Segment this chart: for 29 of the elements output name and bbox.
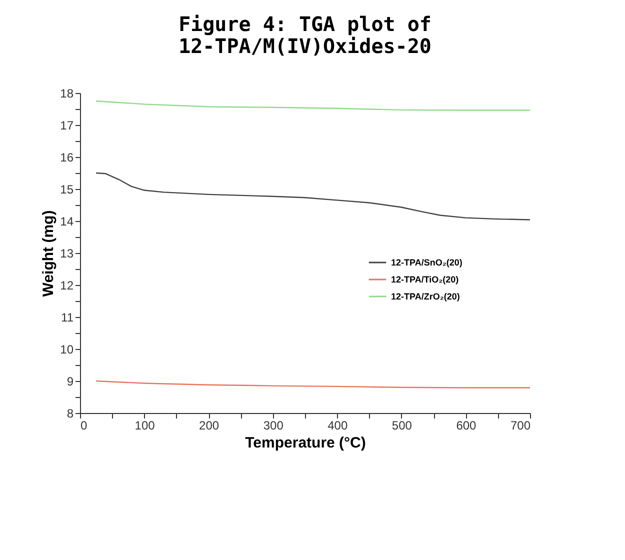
- y-tick-label: 17: [60, 118, 74, 132]
- x-axis-title: Temperature (°C): [245, 434, 366, 452]
- y-tick-label: 8: [66, 406, 74, 420]
- text: Figure 4: TGA plot of: [178, 12, 432, 36]
- x-tick-label: 100: [134, 418, 156, 432]
- y-tick-label: 14: [60, 214, 74, 228]
- y-tick-label: 11: [61, 310, 74, 324]
- x-tick-label: 300: [263, 418, 284, 432]
- line-series: [95, 172, 531, 220]
- legend-label: 12-TPA/SnO₂(20): [391, 258, 462, 268]
- y-tick-label: 9: [66, 374, 74, 388]
- x-tick-label: 400: [328, 418, 348, 432]
- text: 12-TPA/M(IV)Oxides-20: [178, 34, 432, 58]
- legend-label: 12-TPA/ZrO₂(20): [391, 292, 460, 302]
- legend-label: 12-TPA/TiO₂(20): [391, 274, 459, 284]
- y-axis-title: Weight (mg): [40, 210, 58, 297]
- x-tick-label: 0: [80, 418, 88, 432]
- line-series: [95, 380, 531, 388]
- y-tick-label: 15: [60, 182, 74, 196]
- y-tick-label: 10: [60, 342, 74, 356]
- x-tick-label: 700: [510, 418, 531, 432]
- y-tick-label: 12: [60, 278, 74, 292]
- x-tick-label: 500: [392, 418, 412, 432]
- y-tick-label: 16: [60, 150, 74, 164]
- x-tick-label: 600: [456, 418, 477, 432]
- y-tick-label: 18: [60, 86, 74, 100]
- y-tick-label: 13: [60, 246, 74, 260]
- x-tick-label: 200: [199, 418, 220, 432]
- line-series: [95, 100, 531, 111]
